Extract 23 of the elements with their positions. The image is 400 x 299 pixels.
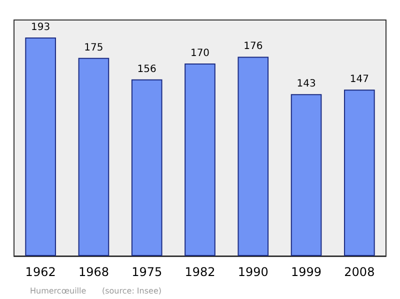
data-label: 175	[84, 42, 104, 54]
bar	[25, 37, 56, 256]
data-label: 170	[190, 48, 210, 60]
text: Humercœuille	[30, 286, 86, 296]
x-tick-label: 1990	[238, 265, 268, 279]
x-tick-label: 1975	[132, 265, 162, 279]
data-label: 147	[350, 74, 369, 86]
data-label: 193	[31, 22, 50, 33]
x-tick-label: 1999	[291, 265, 322, 279]
data-label: 156	[137, 64, 156, 75]
data-label: 176	[244, 41, 263, 52]
bar	[184, 64, 216, 256]
text: (source: Insee)	[102, 286, 162, 296]
bar	[290, 94, 322, 256]
bar	[344, 90, 375, 256]
bar	[78, 58, 110, 256]
bar	[131, 79, 162, 256]
x-tick-label: 1962	[25, 265, 56, 279]
data-label: 143	[296, 78, 316, 90]
bar	[238, 56, 269, 256]
x-tick-label: 2008	[344, 265, 375, 279]
x-tick-label: 1968	[78, 265, 109, 279]
x-tick-label: 1982	[184, 265, 216, 279]
